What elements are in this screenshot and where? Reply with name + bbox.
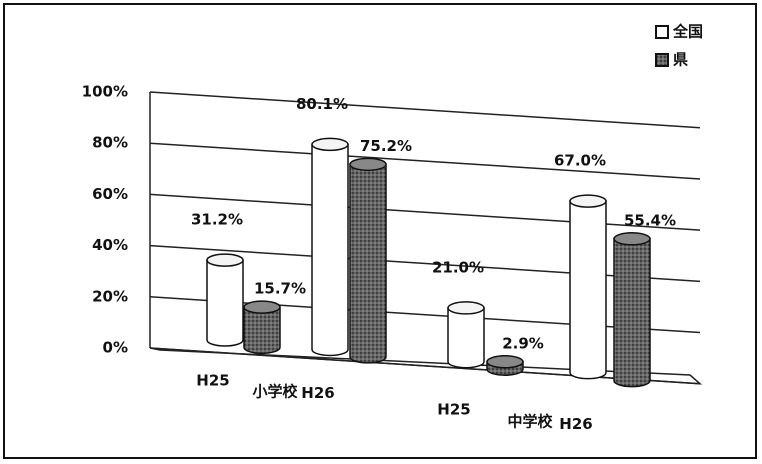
cylinder-top (349, 157, 387, 172)
cylinder-top (243, 300, 281, 314)
y-tick-label: 20% (92, 287, 128, 305)
group-label: 中学校 (507, 413, 553, 431)
legend-swatch (655, 53, 669, 67)
cylinder (349, 163, 387, 364)
value-label: 2.9% (502, 334, 544, 352)
x-tick-label: H25 (196, 372, 229, 390)
y-tick-label: 100% (82, 83, 128, 101)
y-tick-label: 80% (92, 134, 128, 152)
group-label: 小学校 (252, 383, 298, 401)
value-label: 75.2% (360, 137, 412, 155)
y-tick-label: 60% (92, 185, 128, 203)
cylinder-top (206, 253, 244, 267)
value-label: 80.1% (296, 95, 348, 113)
y-tick-label: 40% (92, 236, 128, 254)
grid-line (149, 91, 701, 129)
legend-label: 全国 (672, 23, 703, 41)
grid-line (149, 142, 701, 180)
cylinder-top (486, 355, 524, 369)
cylinder (311, 143, 349, 357)
x-tick-label: H26 (301, 384, 334, 402)
cylinder-top (613, 232, 651, 246)
value-label: 67.0% (554, 152, 606, 170)
cylinder-top (447, 301, 485, 315)
grid-line (149, 244, 701, 283)
value-label: 15.7% (254, 280, 306, 298)
x-tick-label: H25 (437, 400, 470, 418)
x-tick-label: H26 (559, 415, 592, 433)
cylinder (206, 259, 244, 347)
grid-line (149, 193, 701, 231)
cylinder (243, 306, 281, 355)
legend-label: 県 (673, 51, 688, 69)
value-label: 31.2% (191, 211, 243, 229)
cylinder (613, 238, 651, 388)
grid-line (149, 347, 701, 385)
cylinder-top (311, 137, 349, 152)
y-tick-label: 0% (103, 339, 128, 357)
value-label: 21.0% (432, 258, 484, 276)
legend-swatch (655, 25, 669, 39)
cylinder (447, 307, 485, 369)
cylinder (569, 200, 607, 380)
cylinder-top (569, 194, 607, 208)
value-label: 55.4% (624, 211, 676, 229)
